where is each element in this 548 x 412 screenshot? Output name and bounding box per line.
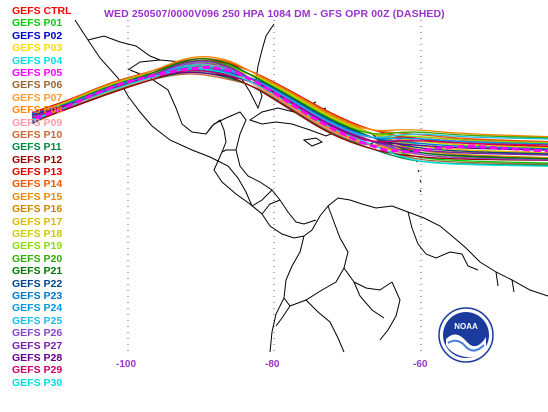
legend-item: GEFS P14 [12,178,63,191]
legend-item: GEFS P11 [12,141,62,154]
border-bolivia [379,281,401,341]
border-amazon-interior [353,281,385,319]
lon-label-100: -100 [116,359,137,370]
legend-item: GEFS P06 [12,79,63,92]
coast-yucatan [205,111,247,151]
legend-item: GEFS P03 [12,42,63,55]
legend-item: GEFS P07 [12,91,63,104]
border-guatemala [221,149,236,153]
lon-label-80: -80 [265,359,280,370]
legend-item: GEFS P28 [12,351,63,364]
contour-gefs-p30 [31,68,548,167]
coast-south-america [303,197,548,297]
longitude-gridlines [127,20,422,352]
coast-central-america-pacific [213,151,305,239]
border-guianas [461,253,515,293]
ensemble-legend: GEFS CTRL GEFS P01 GEFS P02 GEFS P03 GEFS P0… [12,5,72,389]
border-ecuador [275,305,291,327]
legend-item: GEFS P16 [12,203,63,216]
legend-item: GEFS P08 [12,104,63,117]
logo-lettering: NOAA [454,322,478,331]
coast-north-america [74,19,253,207]
legend-item: GEFS P13 [12,166,63,179]
legend-item: GEFS P19 [12,240,63,253]
noaa-logo: NOAA [438,307,494,363]
legend-item: GEFS P12 [12,153,63,166]
contour-gefs-p16 [31,67,548,159]
lon-label-60: -60 [413,359,428,370]
legend-item: GEFS P09 [12,116,63,129]
legend-item: GEFS P05 [12,66,63,79]
legend-item: GEFS P24 [12,302,63,315]
legend-item: GEFS CTRL [12,5,72,17]
legend-item: GEFS P15 [12,190,63,203]
legend-item: GEFS P17 [12,215,63,228]
legend-item: GEFS P10 [12,128,63,141]
legend-item: GEFS P01 [12,17,63,30]
legend-item: GEFS P30 [12,376,63,389]
legend-item: GEFS P29 [12,364,63,377]
coastlines [74,19,548,353]
legend-item: GEFS P02 [12,29,63,42]
legend-item: GEFS P21 [12,265,63,278]
legend-item: GEFS P25 [12,314,63,327]
border-peru-brazil [305,299,345,353]
border-venezuela-guyana [407,211,463,259]
legend-item: GEFS P04 [12,54,63,67]
border-mexico-us [87,35,161,61]
legend-item: GEFS P22 [12,277,63,290]
border-honduras-nicaragua [251,189,281,215]
border-brazil-north [283,267,345,307]
coast-central-america [235,149,317,225]
legend-item: GEFS P27 [12,339,63,352]
coast-jamaica [302,137,324,147]
legend-item: GEFS P23 [12,289,63,302]
legend-item: GEFS P26 [12,327,63,340]
map-title: WED 250507/0000V096 250 HPA 1084 DM - GF… [104,8,445,20]
coast-south-america-pacific [269,235,305,353]
gfs-opr-dashed-contour [34,65,548,154]
legend-item: GEFS P20 [12,252,63,265]
coast-gulf [129,69,227,153]
legend-item: GEFS P18 [12,228,63,241]
border-colombia-venezuela [327,205,393,291]
